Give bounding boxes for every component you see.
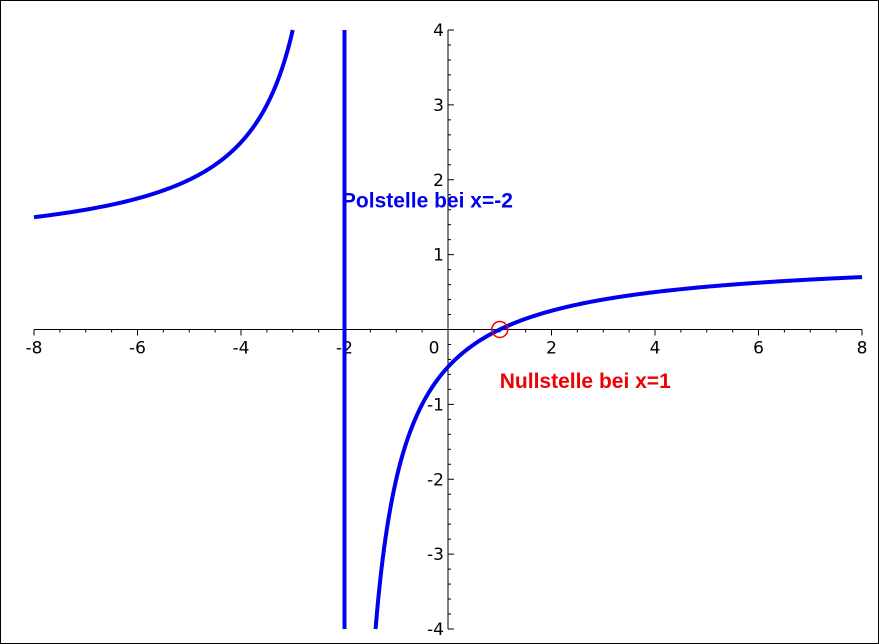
x-tick-label: 8	[857, 339, 868, 359]
zero-annotation: Nullstelle bei x=1	[500, 370, 671, 393]
pole-annotation: Polstelle bei x=-2	[342, 189, 513, 212]
curve-branch-2	[373, 275, 863, 630]
curve-branch-1	[32, 29, 295, 220]
curves-layer	[32, 29, 863, 630]
x-tick-label: -8	[26, 339, 43, 359]
y-tick-label: -2	[427, 470, 444, 490]
y-tick-label: 4	[433, 21, 444, 41]
x-tick-label: 0	[429, 339, 440, 359]
x-tick-label: 6	[753, 339, 764, 359]
y-tick-label: 2	[433, 171, 444, 191]
marker-layer	[491, 320, 509, 339]
zero-marker	[491, 320, 509, 339]
x-tick-label: 2	[546, 339, 557, 359]
x-tick-label: -6	[129, 339, 146, 359]
y-tick-label: 1	[433, 246, 444, 266]
y-tick-label: -3	[427, 545, 444, 565]
labels-layer: Polstelle bei x=-2 Nullstelle bei x=1	[342, 189, 671, 392]
y-tick-label: -4	[427, 620, 444, 640]
y-tick-label: 3	[433, 96, 444, 116]
x-tick-label: -4	[233, 339, 250, 359]
y-tick-label: -1	[427, 395, 444, 415]
x-tick-label: 4	[650, 339, 661, 359]
